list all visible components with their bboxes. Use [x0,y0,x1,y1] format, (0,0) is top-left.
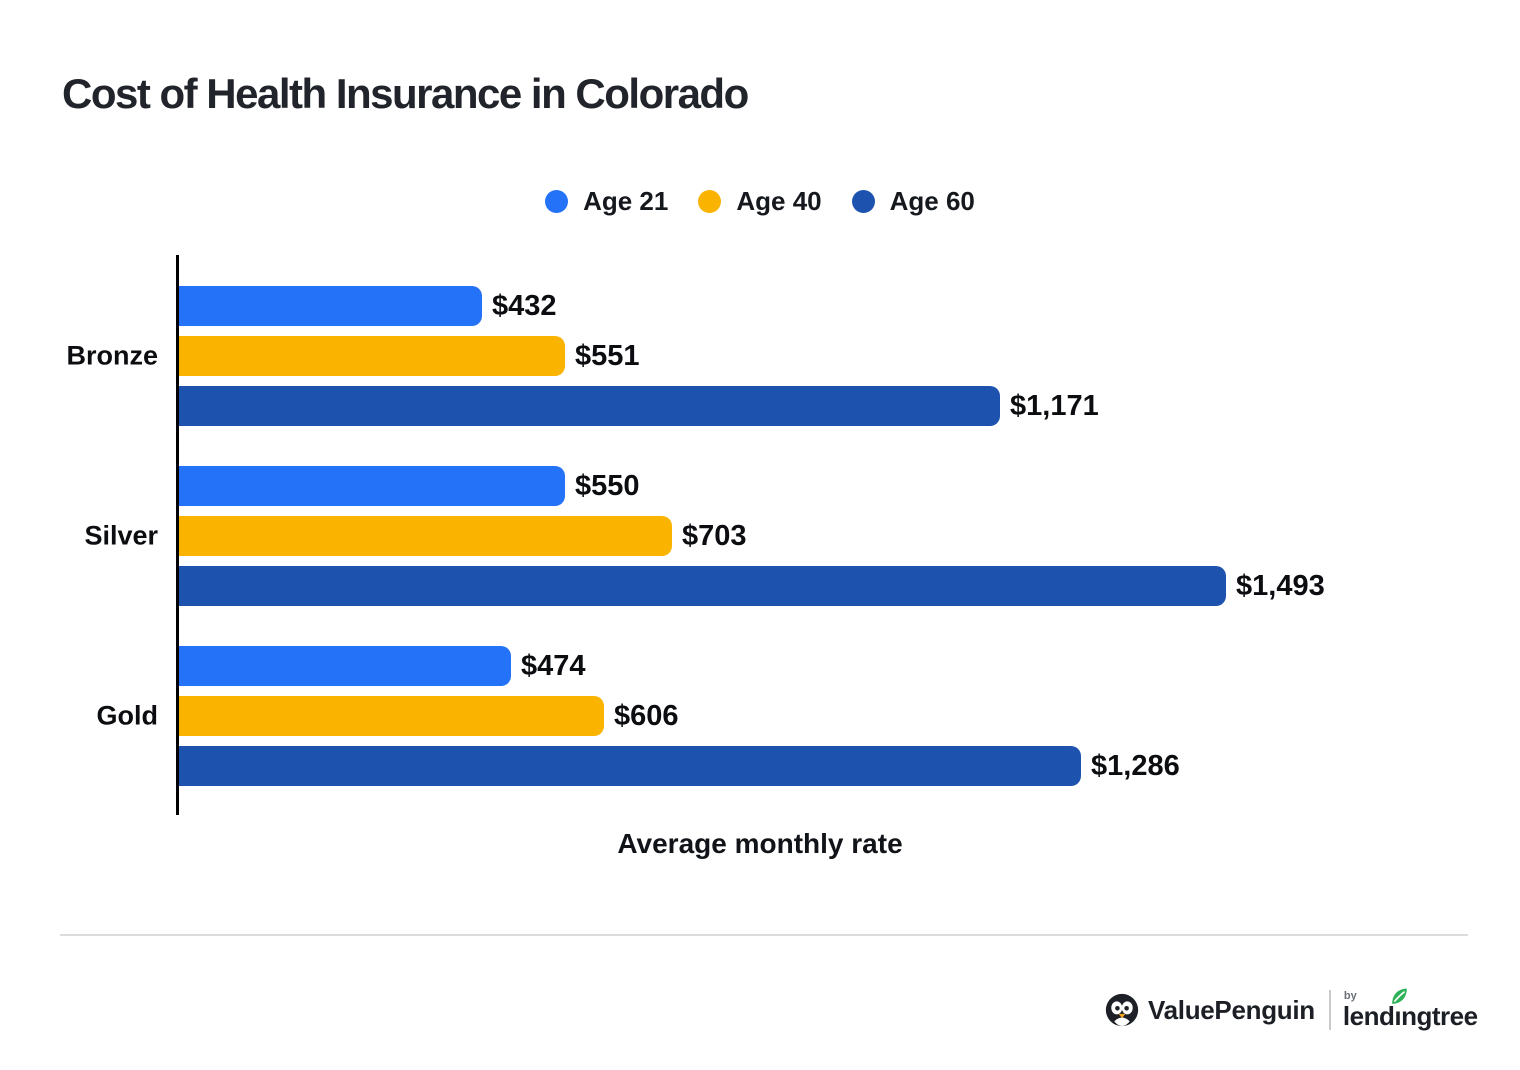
bar-silver-age-60 [179,566,1226,606]
footer-divider [60,934,1468,936]
value-label-silver-age-40: $703 [682,519,747,552]
bar-silver-age-21 [179,466,565,506]
lendingtree-text-post: ngtree [1401,1001,1478,1031]
legend-item-age-21: Age 21 [545,186,668,217]
chart-title: Cost of Health Insurance in Colorado [62,70,749,117]
lendingtree-logo: by lendı ngtree [1328,988,1478,1031]
bar-gold-age-21 [179,646,511,686]
legend-item-age-60: Age 60 [851,186,975,217]
category-label-bronze: Bronze [66,340,158,371]
bar-row-silver-age-60: $1,493 [179,566,1325,606]
footer-branding: ValuePenguin by lendı ngtree [1105,988,1478,1032]
value-label-bronze-age-21: $432 [492,289,557,322]
bar-group-silver: Silver $550 $703 $1,493 [84,466,1325,606]
value-label-gold-age-21: $474 [521,649,586,682]
bar-gold-age-40 [179,696,604,736]
bar-silver-age-40 [179,516,672,556]
bar-row-bronze-age-60: $1,171 [179,386,1325,426]
y-axis-line [176,255,179,815]
chart-legend: Age 21 Age 40 Age 60 [0,186,1520,217]
legend-dot-age-40 [698,190,722,213]
bar-row-bronze-age-40: $551 [179,336,1325,376]
legend-label-age-21: Age 21 [583,186,669,216]
bar-row-bronze-age-21: $432 [179,286,1325,326]
value-label-silver-age-60: $1,493 [1236,569,1325,602]
bar-row-silver-age-21: $550 [179,466,1325,506]
bar-groups: Bronze $432 $551 $1,171 Silver $550 $703 $1,493… [66,286,1325,786]
value-label-gold-age-40: $606 [614,699,679,732]
bar-row-gold-age-40: $606 [179,696,1325,736]
leaf-icon [1392,988,1408,1004]
value-label-bronze-age-60: $1,171 [1010,389,1099,422]
lendingtree-text-pre: lend [1342,1001,1395,1031]
value-label-silver-age-21: $550 [575,469,640,502]
category-label-gold: Gold [96,700,159,731]
bar-bronze-age-40 [179,336,565,376]
valuepenguin-wordmark: ValuePenguin [1148,994,1315,1025]
bar-group-bronze: Bronze $432 $551 $1,171 [66,286,1325,426]
legend-dot-age-21 [545,190,569,213]
x-axis-title: Average monthly rate [617,828,903,859]
bar-bronze-age-60 [179,386,1000,426]
bar-row-gold-age-21: $474 [179,646,1325,686]
logo-separator [1328,990,1331,1030]
bar-bronze-age-21 [179,286,482,326]
category-label-silver: Silver [84,520,158,551]
legend-dot-age-60 [851,190,875,213]
bar-row-silver-age-40: $703 [179,516,1325,556]
penguin-icon [1105,993,1139,1027]
lendingtree-wordmark: lendı ngtree [1342,988,1478,1031]
by-label: by [1343,990,1357,1002]
value-label-bronze-age-40: $551 [575,339,640,372]
bar-row-gold-age-60: $1,286 [179,746,1325,786]
lendingtree-letter-i: ı [1392,988,1408,1030]
legend-item-age-40: Age 40 [698,186,822,217]
bar-gold-age-60 [179,746,1081,786]
bar-group-gold: Gold $474 $606 $1,286 [97,646,1325,786]
bar-chart: Bronze $432 $551 $1,171 Silver $550 $703 $1,493… [0,255,1520,815]
legend-label-age-40: Age 40 [736,186,822,216]
lendingtree-stack: by lendı ngtree [1342,988,1478,1031]
legend-label-age-60: Age 60 [889,186,975,216]
value-label-gold-age-60: $1,286 [1091,749,1180,782]
